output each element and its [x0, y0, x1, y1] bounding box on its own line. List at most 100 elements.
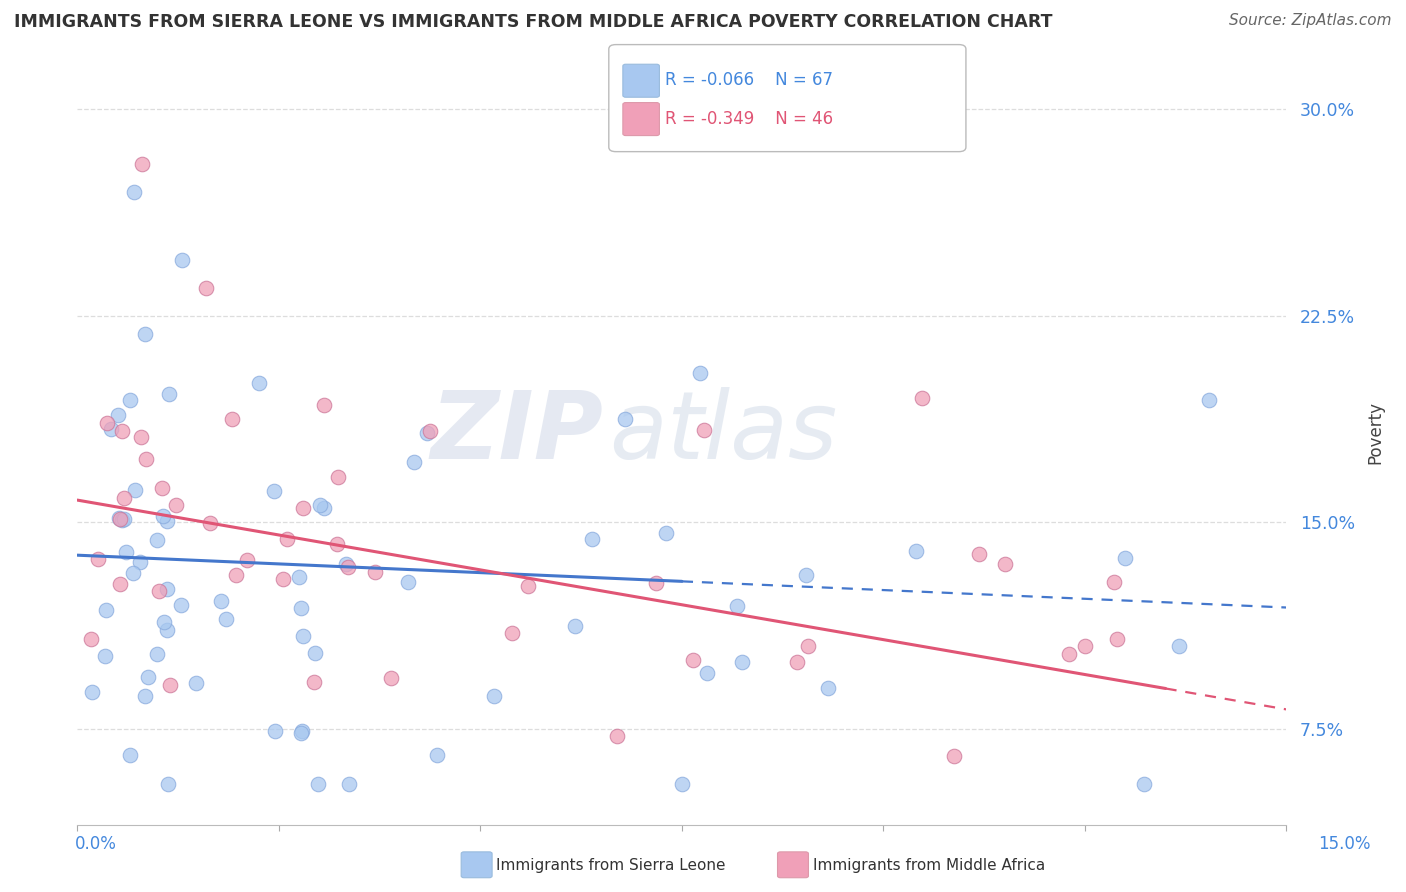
Point	[134, 327, 156, 342]
Point	[112, 512, 135, 526]
Point	[969, 548, 991, 562]
Point	[134, 690, 156, 704]
Point	[150, 481, 173, 495]
Point	[644, 575, 666, 590]
Point	[328, 470, 350, 484]
Point	[263, 483, 285, 498]
Point	[145, 647, 167, 661]
Point	[482, 690, 505, 704]
Point	[112, 491, 135, 505]
Point	[135, 452, 157, 467]
Point	[247, 376, 270, 390]
Point	[994, 558, 1017, 572]
Point	[122, 566, 145, 580]
Point	[404, 455, 426, 469]
Point	[94, 603, 117, 617]
Point	[184, 676, 207, 690]
Point	[198, 516, 221, 531]
Point	[314, 399, 336, 413]
Point	[335, 557, 357, 571]
Point	[128, 555, 150, 569]
Point	[156, 582, 179, 597]
Point	[155, 623, 177, 637]
Point	[581, 532, 603, 546]
Point	[419, 425, 441, 439]
Point	[290, 726, 312, 740]
Point	[124, 483, 146, 498]
Point	[120, 392, 142, 407]
Point	[312, 500, 335, 515]
Point	[292, 628, 315, 642]
Text: ZIP: ZIP	[430, 386, 603, 479]
Point	[904, 544, 927, 558]
Point	[304, 646, 326, 660]
Point	[111, 425, 134, 439]
Point	[292, 501, 315, 516]
Text: atlas: atlas	[609, 387, 838, 478]
Point	[302, 674, 325, 689]
Point	[1107, 632, 1129, 647]
Y-axis label: Poverty: Poverty	[1365, 401, 1384, 464]
Point	[225, 567, 247, 582]
Point	[221, 411, 243, 425]
Point	[1133, 777, 1156, 791]
Point	[129, 430, 152, 444]
Point	[564, 619, 586, 633]
Point	[108, 577, 131, 591]
Point	[148, 583, 170, 598]
Point	[1074, 639, 1097, 653]
Point	[797, 639, 820, 653]
Point	[107, 409, 129, 423]
Point	[159, 678, 181, 692]
Point	[614, 412, 637, 426]
Point	[426, 747, 449, 762]
Point	[156, 777, 179, 791]
Point	[111, 513, 134, 527]
Point	[118, 747, 141, 762]
Point	[796, 567, 818, 582]
Point	[82, 685, 104, 699]
Point	[696, 666, 718, 681]
Point	[308, 498, 330, 512]
Point	[655, 525, 678, 540]
Point	[100, 422, 122, 436]
Point	[1114, 551, 1136, 566]
Point	[363, 565, 385, 579]
Text: IMMIGRANTS FROM SIERRA LEONE VS IMMIGRANTS FROM MIDDLE AFRICA POVERTY CORRELATIO: IMMIGRANTS FROM SIERRA LEONE VS IMMIGRAN…	[14, 13, 1053, 31]
Point	[380, 671, 402, 685]
Point	[80, 632, 103, 646]
Point	[287, 570, 309, 584]
Point	[152, 508, 174, 523]
Point	[942, 748, 965, 763]
Point	[396, 574, 419, 589]
Point	[131, 157, 153, 171]
Point	[94, 648, 117, 663]
Text: Immigrants from Middle Africa: Immigrants from Middle Africa	[813, 858, 1045, 872]
Point	[122, 185, 145, 199]
Point	[1167, 639, 1189, 653]
Point	[326, 537, 349, 551]
Point	[786, 655, 808, 669]
Point	[1057, 647, 1080, 661]
Point	[172, 253, 194, 268]
Point	[146, 533, 169, 547]
Text: R = -0.349    N = 46: R = -0.349 N = 46	[665, 110, 834, 128]
Point	[108, 512, 131, 526]
Point	[911, 391, 934, 405]
Text: 15.0%: 15.0%	[1317, 835, 1371, 853]
Point	[671, 777, 693, 791]
Point	[682, 653, 704, 667]
Point	[291, 723, 314, 738]
Point	[271, 572, 294, 586]
Point	[516, 579, 538, 593]
Point	[731, 655, 754, 669]
Point	[115, 545, 138, 559]
Text: R = -0.066    N = 67: R = -0.066 N = 67	[665, 71, 832, 89]
Point	[170, 599, 193, 613]
Point	[264, 724, 287, 739]
Point	[156, 514, 179, 528]
Point	[689, 366, 711, 380]
Point	[107, 511, 129, 525]
Point	[415, 426, 437, 441]
Text: 0.0%: 0.0%	[75, 835, 117, 853]
